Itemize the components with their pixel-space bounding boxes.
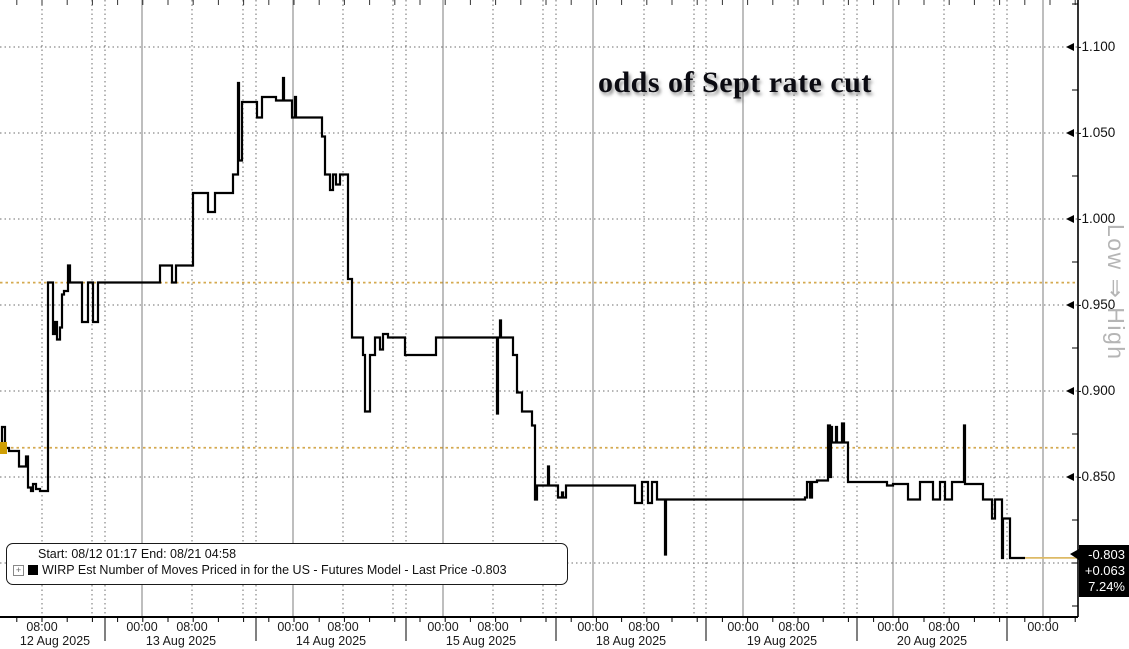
x-axis-date-label: 14 Aug 2025 xyxy=(295,634,367,648)
x-axis-time-label: 00:00 xyxy=(577,620,609,634)
axis-low-high-note: Low ⇒ High xyxy=(1103,224,1129,361)
y-axis-tick-label: -0.900 xyxy=(1066,383,1115,398)
y-axis-tick-label: -1.050 xyxy=(1066,125,1115,140)
last-price-flag: -0.803 +0.063 7.24% xyxy=(1070,545,1129,597)
x-axis-time-label: 08:00 xyxy=(628,620,660,634)
y-tick-arrow-icon xyxy=(1066,300,1074,309)
legend-series-row: + WIRP Est Number of Moves Priced in for… xyxy=(13,562,561,578)
y-tick-arrow-icon xyxy=(1066,472,1074,481)
x-axis-date-label: 15 Aug 2025 xyxy=(445,634,517,648)
x-axis-time-label: 08:00 xyxy=(477,620,509,634)
net-change-value: +0.063 xyxy=(1084,563,1125,578)
chart-title-annotation: odds of Sept rate cut xyxy=(598,66,872,99)
x-axis-date-label: 20 Aug 2025 xyxy=(896,634,968,648)
legend-box: Start: 08/12 01:17 End: 08/21 04:58 + WI… xyxy=(6,543,568,585)
x-axis-date-label: 12 Aug 2025 xyxy=(19,634,91,648)
x-axis-time-label: 00:00 xyxy=(427,620,459,634)
x-axis-time-label: 00:00 xyxy=(126,620,158,634)
y-axis-tick-label: -0.950 xyxy=(1066,297,1115,312)
x-axis-time-label: 08:00 xyxy=(327,620,359,634)
y-tick-arrow-icon xyxy=(1066,42,1074,51)
x-axis-time-label: 00:00 xyxy=(1027,620,1059,634)
y-axis-tick-label: -1.100 xyxy=(1066,39,1115,54)
pct-change-value: 7.24% xyxy=(1088,579,1125,594)
y-tick-arrow-icon xyxy=(1066,386,1074,395)
y-tick-arrow-icon xyxy=(1066,128,1074,137)
y-tick-value: -1.050 xyxy=(1077,125,1116,140)
y-tick-value: -0.850 xyxy=(1077,469,1116,484)
legend-series-label: WIRP Est Number of Moves Priced in for t… xyxy=(42,563,507,577)
x-axis-time-label: 08:00 xyxy=(778,620,810,634)
price-step-line xyxy=(0,76,1025,560)
x-axis-date-label: 19 Aug 2025 xyxy=(746,634,818,648)
price-flag-arrow-icon xyxy=(1070,549,1079,560)
y-axis-tick-label: -1.000 xyxy=(1066,211,1115,226)
y-tick-value: -0.900 xyxy=(1077,383,1116,398)
x-axis-time-label: 00:00 xyxy=(727,620,759,634)
x-axis-time-label: 08:00 xyxy=(26,620,58,634)
y-tick-value: -1.100 xyxy=(1077,39,1116,54)
legend-expand-icon[interactable]: + xyxy=(13,564,24,576)
y-tick-value: -0.950 xyxy=(1077,297,1116,312)
series-start-marker xyxy=(0,442,7,454)
x-axis-time-label: 00:00 xyxy=(277,620,309,634)
x-axis-date-label: 13 Aug 2025 xyxy=(145,634,217,648)
x-axis-time-label: 00:00 xyxy=(877,620,909,634)
legend-start-end: Start: 08/12 01:17 End: 08/21 04:58 xyxy=(38,547,237,561)
x-axis-time-label: 08:00 xyxy=(928,620,960,634)
x-axis-date-label: 18 Aug 2025 xyxy=(595,634,667,648)
x-axis-time-label: 08:00 xyxy=(176,620,208,634)
series-color-swatch-icon xyxy=(28,565,38,575)
y-tick-value: -1.000 xyxy=(1077,211,1116,226)
last-price-value: -0.803 xyxy=(1088,547,1125,562)
y-tick-arrow-icon xyxy=(1066,214,1074,223)
y-axis-tick-label: -0.850 xyxy=(1066,469,1115,484)
